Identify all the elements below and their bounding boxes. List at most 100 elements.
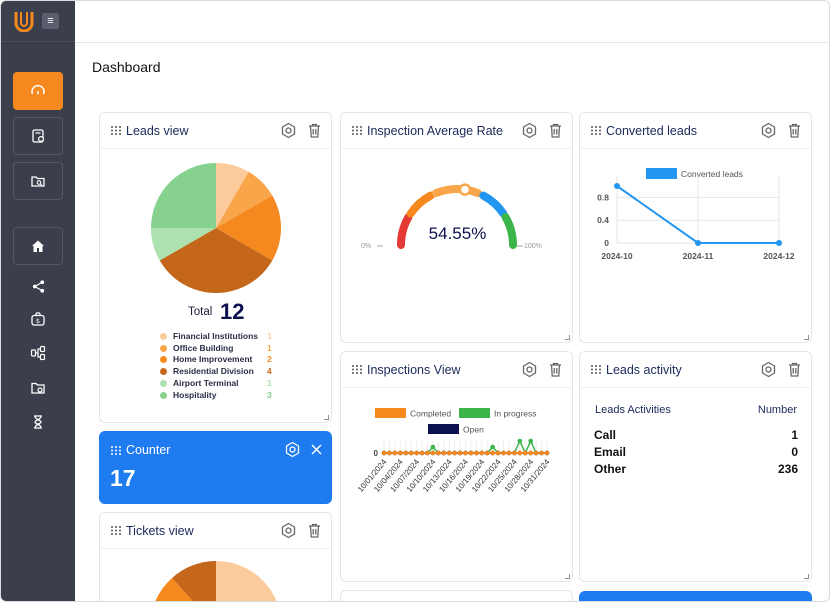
- resize-handle[interactable]: [804, 335, 809, 340]
- x-tick-label: 2024-12: [763, 251, 794, 261]
- resize-handle[interactable]: [804, 574, 809, 579]
- data-point[interactable]: [517, 438, 523, 444]
- counter-value: 17: [110, 465, 136, 491]
- data-point[interactable]: [457, 450, 463, 456]
- data-point[interactable]: [533, 450, 539, 456]
- data-point[interactable]: [479, 450, 485, 456]
- x-tick-label: 2024-11: [683, 251, 714, 261]
- inspections-view-card: Inspections View Completed In progress Ope…: [340, 351, 573, 582]
- data-point[interactable]: [381, 450, 387, 456]
- trash-icon[interactable]: [306, 122, 323, 139]
- data-point[interactable]: [528, 450, 533, 456]
- trash-icon[interactable]: [786, 361, 803, 378]
- sidebar-item-folder-settings[interactable]: [28, 378, 48, 398]
- drag-handle-icon[interactable]: [111, 446, 122, 455]
- resize-handle[interactable]: [565, 335, 570, 340]
- activity-label: Other: [594, 462, 627, 476]
- data-point[interactable]: [495, 450, 501, 456]
- data-point[interactable]: [776, 240, 782, 246]
- sidebar-item-history[interactable]: [28, 412, 48, 432]
- legend-item[interactable]: Financial Institutions 1: [160, 331, 280, 343]
- sidebar-item-finance[interactable]: $: [28, 309, 48, 329]
- data-point[interactable]: [490, 444, 495, 450]
- activity-label: Email: [594, 445, 627, 459]
- legend-value: 1: [267, 331, 272, 341]
- settings-icon[interactable]: [760, 122, 777, 139]
- legend-item[interactable]: Airport Terminal 1: [160, 378, 280, 390]
- data-point[interactable]: [544, 450, 550, 456]
- legend-value: 4: [267, 366, 272, 377]
- data-point[interactable]: [398, 450, 403, 456]
- data-point[interactable]: [392, 450, 398, 456]
- tickets-view-card: Tickets view: [99, 512, 332, 601]
- data-point[interactable]: [425, 450, 430, 456]
- settings-icon[interactable]: [280, 122, 297, 139]
- legend-item[interactable]: Office Building 1: [160, 343, 280, 355]
- data-point[interactable]: [484, 450, 490, 456]
- drag-handle-icon[interactable]: [111, 126, 122, 135]
- data-point[interactable]: [474, 450, 479, 456]
- data-point[interactable]: [528, 438, 533, 444]
- drag-handle-icon[interactable]: [591, 365, 602, 374]
- drag-handle-icon[interactable]: [591, 126, 602, 135]
- data-point[interactable]: [419, 450, 425, 456]
- data-point[interactable]: [403, 450, 409, 456]
- data-point[interactable]: [387, 450, 392, 456]
- data-point[interactable]: [506, 450, 512, 456]
- trash-icon[interactable]: [786, 122, 803, 139]
- sidebar-item-home[interactable]: [13, 227, 63, 265]
- pie-slice[interactable]: [216, 171, 273, 228]
- settings-icon[interactable]: [760, 361, 777, 378]
- gauge-segment: [432, 185, 482, 198]
- activity-value: 236: [777, 462, 798, 476]
- sidebar-item-workflow[interactable]: [28, 343, 48, 363]
- drag-handle-icon[interactable]: [111, 526, 122, 535]
- legend-item[interactable]: Hospitality 3: [160, 390, 280, 402]
- settings-icon[interactable]: [284, 441, 301, 458]
- sidebar-item-dashboard[interactable]: [13, 72, 63, 110]
- settings-icon[interactable]: [280, 522, 297, 539]
- data-point[interactable]: [414, 450, 419, 456]
- hamburger-icon[interactable]: ≡: [42, 13, 59, 29]
- data-point[interactable]: [452, 450, 457, 456]
- sidebar-item-search-files[interactable]: [13, 162, 63, 200]
- data-point[interactable]: [490, 450, 495, 456]
- legend-item[interactable]: Home Improvement 2: [160, 354, 280, 366]
- data-point[interactable]: [408, 450, 414, 456]
- settings-icon[interactable]: [521, 122, 538, 139]
- settings-icon[interactable]: [521, 361, 538, 378]
- close-icon[interactable]: [308, 441, 325, 458]
- data-point[interactable]: [614, 183, 620, 189]
- data-point[interactable]: [522, 450, 528, 456]
- sidebar-item-inspections[interactable]: [13, 117, 63, 155]
- brand-logo-icon[interactable]: [13, 10, 35, 32]
- data-point[interactable]: [468, 450, 474, 456]
- trash-icon[interactable]: [547, 361, 564, 378]
- card-title: Inspections View: [367, 363, 461, 377]
- data-point[interactable]: [501, 450, 506, 456]
- data-point[interactable]: [446, 450, 452, 456]
- data-point[interactable]: [436, 450, 441, 456]
- trash-icon[interactable]: [547, 122, 564, 139]
- data-point[interactable]: [430, 444, 436, 450]
- data-point[interactable]: [441, 450, 447, 456]
- pie-slice[interactable]: [151, 163, 216, 228]
- pie-slice[interactable]: [151, 228, 216, 261]
- trash-icon[interactable]: [306, 522, 323, 539]
- drag-handle-icon[interactable]: [352, 126, 363, 135]
- data-point[interactable]: [463, 450, 468, 456]
- pie-slice[interactable]: [216, 163, 249, 228]
- legend-label: In progress: [494, 409, 537, 419]
- pie-slice[interactable]: [159, 228, 273, 293]
- data-point[interactable]: [695, 240, 701, 246]
- pie-slice[interactable]: [216, 195, 281, 261]
- data-point[interactable]: [512, 450, 517, 456]
- sidebar-item-share[interactable]: [28, 276, 48, 296]
- data-point[interactable]: [430, 450, 436, 456]
- legend-item[interactable]: Residential Division 4: [160, 366, 280, 378]
- resize-handle[interactable]: [324, 415, 329, 420]
- data-point[interactable]: [539, 450, 544, 456]
- data-point[interactable]: [517, 450, 523, 456]
- resize-handle[interactable]: [565, 574, 570, 579]
- drag-handle-icon[interactable]: [352, 365, 363, 374]
